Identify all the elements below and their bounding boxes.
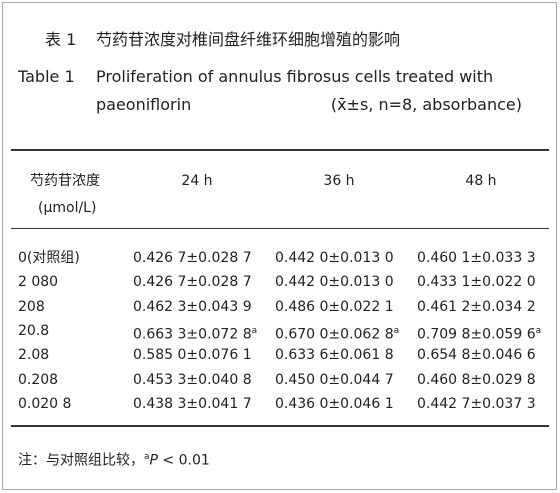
cell-text: 0(对照组): [18, 250, 80, 266]
table-cell: 0.633 6±0.061 8: [275, 346, 394, 364]
cell-text: 0.450 0±0.044 7: [275, 371, 394, 388]
table-cell: 0.442 0±0.013 0: [275, 273, 394, 291]
cell-text: 0.433 1±0.022 0: [417, 274, 536, 291]
subtitle: (x̄±s, n=8, absorbance): [330, 95, 522, 114]
header-cell: 36 h: [323, 173, 355, 189]
cell-text: 0.426 7±0.028 7: [133, 250, 252, 266]
table-cell: 20.8: [18, 322, 49, 340]
header-cell: (μmol/L): [38, 200, 97, 216]
cell-sup: a: [393, 325, 400, 336]
cell-text: 208: [18, 298, 45, 315]
table-cell: 0.208: [18, 371, 58, 389]
table-cell: 0.460 1±0.033 3: [417, 249, 536, 267]
table-cell: 0.438 3±0.041 7: [133, 395, 252, 413]
table-cell: 0.461 2±0.034 2: [417, 298, 536, 316]
header-cell: 48 h: [465, 173, 497, 189]
title-en: Proliferation of annulus fibrosus cells …: [96, 67, 494, 86]
cell-text: 0.633 6±0.061 8: [275, 347, 394, 364]
table-cell: 2.08: [18, 346, 49, 364]
cell-text: 0.208: [18, 371, 59, 388]
table-cell: 0.433 1±0.022 0: [417, 273, 536, 291]
table-cell: 0.663 3±0.072 8a: [133, 322, 257, 344]
header-cell: 芍药苷浓度: [30, 173, 100, 189]
cell-text: 0.461 2±0.034 2: [417, 298, 536, 315]
table-cell: 0.426 7±0.028 7: [133, 249, 252, 267]
note-text: < 0.01: [157, 452, 210, 469]
table-cell: 0.709 8±0.059 6a: [417, 322, 541, 344]
note: 注：与对照组比较，aP < 0.01: [18, 448, 210, 470]
table-cell: 0.442 0±0.013 0: [275, 249, 394, 267]
table-cell: 0.654 8±0.046 6: [417, 346, 536, 364]
cell-text: 0.709 8±0.059 6: [417, 326, 536, 343]
table-cell: 0.442 7±0.037 3: [417, 395, 536, 413]
cell-text: 2.08: [18, 347, 50, 364]
title-cn: 芍药苷浓度对椎间盘纤维环细胞增殖的影响: [96, 30, 401, 49]
table-cell: 0.670 0±0.062 8a: [275, 322, 399, 344]
cell-text: 0.460 8±0.029 8: [417, 371, 536, 388]
table-cell: 0.020 8: [18, 395, 71, 413]
note-text: 注：与对照组比较，: [18, 452, 144, 469]
cell-text: 0.453 3±0.040 8: [133, 371, 252, 388]
cell-text: 0.020 8: [18, 395, 72, 412]
cell-text: 0.654 8±0.046 6: [417, 347, 536, 364]
cell-text: 0.442 7±0.037 3: [417, 395, 536, 412]
rule: [11, 228, 549, 229]
table-cell: 208: [18, 298, 45, 316]
cell-text: 0.585 0±0.076 1: [133, 347, 252, 364]
cell-sup: a: [535, 325, 542, 336]
cell-text: 2 080: [18, 274, 59, 291]
rule: [11, 149, 549, 151]
cell-text: 0.426 7±0.028 7: [133, 274, 252, 291]
table-cell: 0.460 8±0.029 8: [417, 371, 536, 389]
rule: [11, 425, 549, 427]
table-cell: 0.585 0±0.076 1: [133, 346, 252, 364]
cell-sup: a: [251, 325, 258, 336]
table-cell: 0.426 7±0.028 7: [133, 273, 252, 291]
cell-text: 0.460 1±0.033 3: [417, 250, 536, 266]
note-italic: P: [149, 452, 158, 469]
cell-text: 0.442 0±0.013 0: [275, 274, 394, 291]
cell-text: 0.486 0±0.022 1: [275, 298, 394, 315]
table-cell: 0.450 0±0.044 7: [275, 371, 394, 389]
cell-text: 20.8: [18, 322, 50, 339]
header-cell: 24 h: [181, 173, 213, 189]
cell-text: 0.438 3±0.041 7: [133, 395, 252, 412]
cell-text: 0.670 0±0.062 8: [275, 326, 394, 343]
cell-text: 0.442 0±0.013 0: [275, 250, 394, 266]
cell-text: 0.462 3±0.043 9: [133, 298, 252, 315]
table-cell: 0.486 0±0.022 1: [275, 298, 394, 316]
cell-text: 0.436 0±0.046 1: [275, 395, 394, 412]
table-cell: 2 080: [18, 273, 58, 291]
table-cell: 0.453 3±0.040 8: [133, 371, 252, 389]
table-cell: 0.436 0±0.046 1: [275, 395, 394, 413]
note-sup: a: [144, 452, 150, 462]
table-cell: 0.462 3±0.043 9: [133, 298, 252, 316]
table-cell: 0(对照组): [18, 249, 80, 267]
cell-text: 0.663 3±0.072 8: [133, 326, 252, 343]
title-en: paeoniflorin: [96, 95, 192, 114]
title-cn-label: 表 1: [45, 30, 77, 49]
title-en-label: Table 1: [18, 67, 75, 86]
